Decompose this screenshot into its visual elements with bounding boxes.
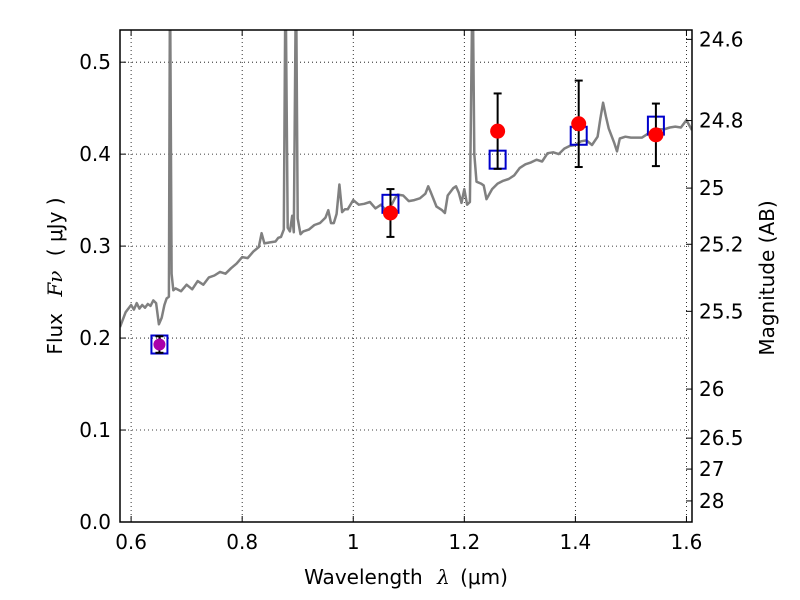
right-tick-label: 25.5: [699, 299, 744, 323]
y-tick-label: 0.3: [79, 234, 111, 258]
right-tick-label: 25.2: [699, 232, 744, 256]
observed-point: [382, 205, 398, 221]
right-tick-label: 28: [699, 489, 724, 513]
grid-lines: [120, 30, 692, 522]
axis-ticks: 0.6 0.8 1 1.2 1.4 1.6 0.0 0.1 0.2 0.3 0.4 0.5 24.6 24…: [79, 27, 743, 554]
plot-frame: [119, 29, 693, 523]
x-tick-label: 1.4: [559, 530, 591, 554]
x-tick-label: 1.2: [448, 530, 480, 554]
observed-point-low: [153, 338, 166, 351]
right-tick-label: 24.6: [699, 27, 744, 51]
right-tick-label: 24.8: [699, 109, 744, 133]
x-tick-label: 0.8: [226, 530, 258, 554]
y-axis-label-text: Flux: [43, 313, 67, 355]
x-axis-label-text: Wavelength: [304, 565, 423, 589]
y-axis-label-symbol: Fν: [43, 271, 67, 298]
x-tick-label: 1: [347, 530, 360, 554]
right-axis-label: Magnitude (AB): [755, 200, 779, 355]
x-tick-label: 0.6: [115, 530, 147, 554]
x-axis-label-unit: (μm): [460, 565, 508, 589]
plot-data: [120, 30, 692, 355]
y-tick-label: 0.4: [79, 142, 111, 166]
right-tick-label: 26.5: [699, 426, 744, 450]
x-axis-label-lambda: λ: [436, 565, 450, 589]
model-spectrum-line: [120, 30, 692, 328]
right-tick-label: 25: [699, 176, 724, 200]
observed-point: [571, 116, 587, 132]
y-tick-label: 0.0: [79, 510, 111, 534]
observed-point: [490, 123, 506, 139]
x-axis-label: Wavelength λ (μm): [304, 565, 508, 589]
observed-point: [648, 127, 664, 143]
y-tick-label: 0.5: [79, 50, 111, 74]
y-axis-label-unit: ( μJy ): [43, 197, 67, 256]
right-tick-label: 26: [699, 377, 724, 401]
y-tick-label: 0.2: [79, 326, 111, 350]
right-tick-label: 27: [699, 457, 724, 481]
y-tick-label: 0.1: [79, 418, 111, 442]
y-axis-label: Flux Fν ( μJy ): [43, 197, 67, 354]
x-tick-label: 1.6: [671, 530, 703, 554]
